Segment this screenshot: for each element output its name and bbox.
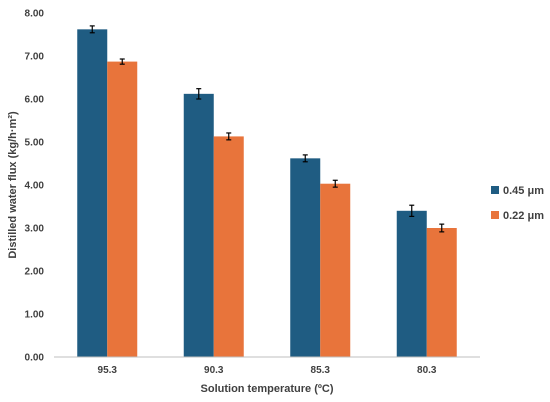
- y-tick-label: 3.00: [25, 224, 45, 235]
- legend: 0.45 μm 0.22 μm: [491, 185, 544, 222]
- bar: [320, 183, 351, 357]
- y-tick-label: 6.00: [25, 95, 45, 106]
- bar: [213, 136, 244, 357]
- bar: [183, 93, 214, 357]
- bar: [426, 228, 457, 357]
- y-tick-label: 1.00: [25, 310, 45, 321]
- y-tick-label: 5.00: [25, 138, 45, 149]
- y-axis-title: Distilled water flux (kg/h·m²): [7, 111, 19, 259]
- x-tick-label: 90.3: [204, 365, 224, 376]
- y-tick-label: 4.00: [25, 181, 45, 192]
- x-tick-label: 85.3: [311, 365, 331, 376]
- bar: [107, 61, 138, 358]
- y-axis-ticks: 0.00 1.00 2.00 3.00 4.00 5.00 6.00 7.00 8.00: [25, 9, 45, 364]
- y-tick-label: 7.00: [25, 52, 45, 63]
- x-axis-title: Solution temperature (ºC): [201, 383, 334, 395]
- legend-label: 0.45 μm: [503, 185, 544, 197]
- bars: [77, 29, 457, 358]
- y-tick-label: 0.00: [25, 353, 45, 364]
- legend-swatch: [491, 211, 499, 219]
- bar: [290, 158, 321, 357]
- x-axis-ticks: 95.3 90.3 85.3 80.3: [98, 365, 437, 376]
- legend-swatch: [491, 186, 499, 194]
- x-tick-label: 80.3: [417, 365, 437, 376]
- legend-label: 0.22 μm: [503, 210, 544, 222]
- y-tick-label: 8.00: [25, 9, 45, 20]
- bar: [396, 210, 427, 357]
- y-tick-label: 2.00: [25, 267, 45, 278]
- error-bars: [89, 25, 445, 233]
- x-tick-label: 95.3: [98, 365, 118, 376]
- bar: [77, 29, 108, 358]
